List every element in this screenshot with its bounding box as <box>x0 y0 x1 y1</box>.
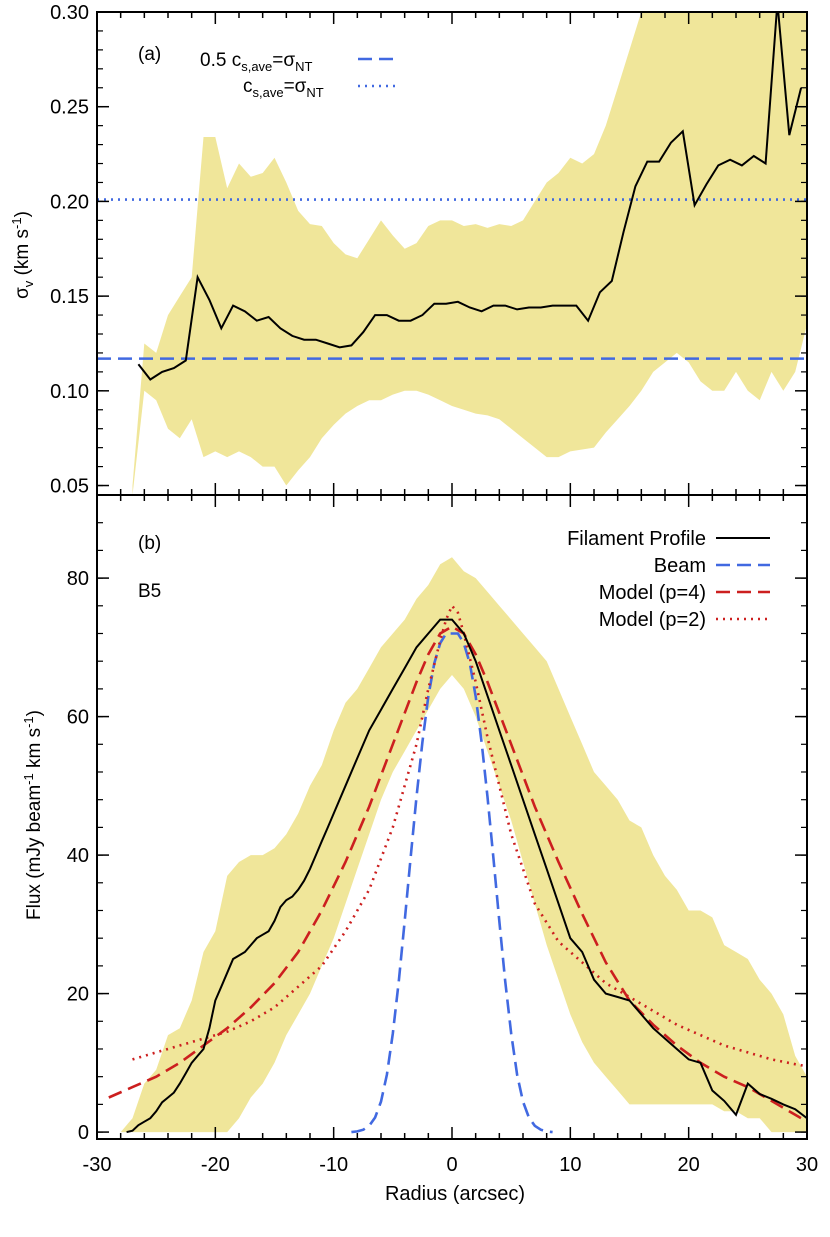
panel-a-series-lines <box>137 12 803 381</box>
panel-b-series-lines <box>108 603 807 1134</box>
filament-profile-line <box>126 618 807 1134</box>
panel-b-y-tick-label: 40 <box>67 845 89 867</box>
legend-half-cs-text: 0.5 cs,ave=σNT <box>200 50 312 74</box>
panel-a-axes: 0.05 0.10 0.15 0.20 0.25 0.30 <box>50 2 808 498</box>
velocity-dispersion-line <box>137 12 803 381</box>
panel-b-x-tick-label: -30 <box>83 1154 112 1176</box>
panel-a-y-tick-label: 0.10 <box>50 381 89 403</box>
panel-a-band <box>132 12 807 495</box>
panel-b: 0 20 40 60 80 -30 -20 -10 0 10 20 30 (b) B5 Filamen… <box>21 494 818 1205</box>
panel-b-y-axis-label: Flux (mJy beam-1 km s-1) <box>21 710 45 920</box>
panel-a-y-axis-label: σv (km s-1) <box>9 211 36 299</box>
panel-b-x-tick-label: 10 <box>559 1154 581 1176</box>
panel-a: 0.05 0.10 0.15 0.20 0.25 0.30 (a) 0.5 cs,ave=… <box>9 2 808 498</box>
legend-label: Model (p=4) <box>599 582 706 604</box>
panel-a-reference-lines <box>97 198 807 360</box>
panel-b-y-tick-label: 20 <box>67 984 89 1006</box>
panel-b-uncertainty-band <box>120 557 807 1133</box>
panel-b-y-tick-label: 80 <box>67 568 89 590</box>
model-p-4-line <box>108 625 807 1123</box>
panel-b-y-tick-label: 60 <box>67 707 89 729</box>
panel-a-legend: (a) 0.5 cs,ave=σNT cs,ave=σNT <box>138 44 400 100</box>
panel-b-x-tick-label: 30 <box>796 1154 818 1176</box>
panel-b-line-group <box>108 603 807 1134</box>
panel-b-x-tick-label: 0 <box>446 1154 457 1176</box>
panel-a-y-tick-label: 0.25 <box>50 97 89 119</box>
panel-a-uncertainty-band <box>132 12 807 495</box>
beam-line <box>351 632 553 1134</box>
panel-a-y-tick-label: 0.05 <box>50 476 89 498</box>
panel-b-legend: Filament Profile Beam Model (p=4) Model (p=… <box>567 528 770 631</box>
model-p-2-line <box>132 603 807 1068</box>
legend-label: Model (p=2) <box>599 609 706 631</box>
panel-a-label: (a) <box>138 44 161 65</box>
panel-b-x-tick-label: 20 <box>678 1154 700 1176</box>
panel-a-y-tick-label: 0.15 <box>50 286 89 308</box>
panel-b-region-label: B5 <box>138 581 161 602</box>
panel-a-line-group <box>137 12 803 381</box>
panel-a-y-tick-label: 0.30 <box>50 2 89 24</box>
panel-b-x-tick-label: -20 <box>201 1154 230 1176</box>
panel-b-band <box>120 557 807 1133</box>
panel-a-y-tick-label: 0.20 <box>50 191 89 213</box>
legend-label: Filament Profile <box>567 528 706 550</box>
x-axis-label: Radius (arcsec) <box>385 1183 525 1205</box>
legend-label: Beam <box>654 555 706 577</box>
legend-cs-text: cs,ave=σNT <box>243 76 324 100</box>
panel-b-axes: 0 20 40 60 80 -30 -20 -10 0 10 20 30 <box>67 494 818 1176</box>
panel-b-x-tick-label: -10 <box>319 1154 348 1176</box>
panel-b-y-tick-label: 0 <box>78 1122 89 1144</box>
panel-b-label: (b) <box>138 533 161 554</box>
